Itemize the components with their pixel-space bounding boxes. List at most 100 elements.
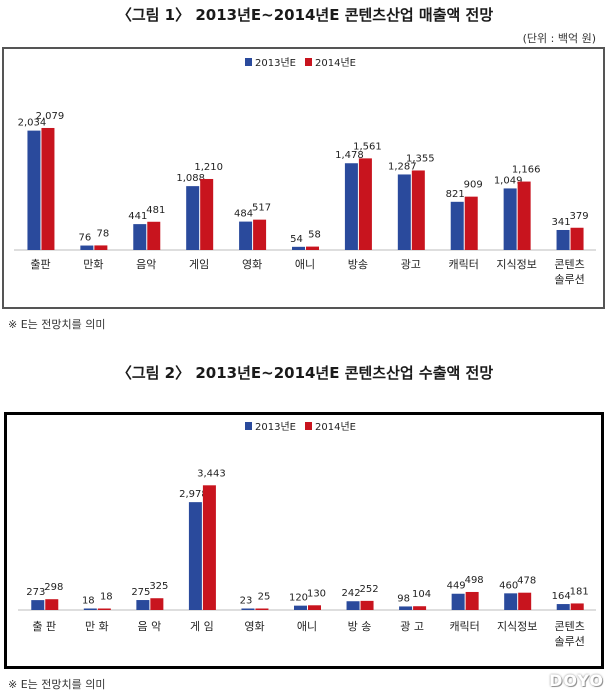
chart2-value-label-2-7: 252 (359, 584, 378, 595)
chart2-category-label-10: 지식정보 (497, 620, 537, 633)
chart2-legend-swatch-2 (305, 422, 312, 430)
chart2-bar-2-4 (202, 485, 216, 610)
chart2-category-label-2: 만 화 (85, 620, 109, 633)
chart1-bar-2-4 (200, 178, 214, 250)
chart1-bar-1-9 (450, 201, 464, 250)
chart1-value-label-1-4: 1,088 (176, 173, 205, 184)
chart1-value-label-1-5: 484 (234, 209, 253, 220)
chart2-category-label-11-2: 솔루션 (555, 635, 585, 648)
chart2-bar-2-9 (465, 591, 479, 610)
chart2-value-label-1-7: 242 (341, 588, 360, 599)
chart1-value-label-1-7: 1,478 (335, 150, 364, 161)
chart2-category-label-7: 방 송 (348, 620, 372, 633)
chart1-value-label-2-8: 1,355 (406, 153, 435, 164)
chart2-category-label-5: 영화 (244, 620, 264, 633)
chart2-bar-2-2 (97, 608, 111, 610)
chart1-legend-swatch-1 (245, 58, 252, 66)
chart2-value-label-2-9: 498 (465, 575, 484, 586)
chart1-value-label-1-1: 2,034 (18, 118, 47, 129)
chart1-bar-1-1 (27, 130, 41, 250)
chart1-bar-1-8 (397, 174, 411, 250)
chart2-bar-2-7 (360, 600, 374, 610)
chart1-bar-2-3 (147, 221, 161, 250)
chart2-value-label-2-10: 478 (517, 576, 536, 587)
chart1-category-label-1: 출판 (30, 258, 50, 271)
chart2-value-label-2-3: 325 (149, 581, 168, 592)
chart1-value-label-1-9: 821 (446, 189, 465, 200)
chart1-category-label-6: 애니 (295, 258, 315, 271)
chart1-value-label-1-11: 341 (551, 217, 570, 228)
chart1-category-label-4: 게임 (189, 258, 209, 271)
chart2-category-label-9: 캐릭터 (449, 620, 479, 633)
chart1-bar-2-8 (411, 170, 425, 250)
figure1-unit: (단위 : 백억 원) (522, 32, 596, 45)
chart1-bar-2-1 (41, 127, 55, 250)
figure1-note: ※ E는 전망치를 의미 (8, 318, 106, 331)
chart2-value-label-1-2: 18 (82, 596, 95, 607)
chart1-bar-1-10 (503, 188, 517, 250)
chart2-legend-label-1: 2013년E (255, 421, 296, 433)
chart1-value-label-2-3: 481 (146, 205, 165, 216)
chart2-value-label-2-11: 181 (570, 586, 589, 597)
chart2-bar-2-3 (150, 598, 164, 610)
chart1-value-label-1-6: 54 (290, 234, 303, 245)
chart1-legend-label-2: 2014년E (315, 57, 356, 69)
chart1-bar-2-5 (253, 219, 267, 250)
chart1-bar-1-5 (239, 221, 253, 250)
chart2-value-label-1-1: 273 (26, 587, 45, 598)
chart2-category-label-1: 출 판 (32, 620, 56, 633)
chart1-category-label-10: 지식정보 (496, 258, 536, 271)
chart1-category-label-5: 영화 (242, 258, 262, 271)
watermark-logo: DOYO (549, 671, 604, 690)
chart1-bar-1-3 (133, 224, 147, 250)
chart1-value-label-2-2: 78 (96, 228, 109, 239)
figure2-note: ※ E는 전망치를 의미 (8, 678, 106, 691)
chart1-bar-2-7 (358, 158, 372, 250)
chart1-bar-2-2 (94, 245, 108, 250)
chart2-bar-2-5 (255, 608, 269, 610)
chart2-legend-label-2: 2014년E (315, 421, 356, 433)
chart2-category-label-8: 광 고 (400, 620, 424, 633)
chart2-bar-1-10 (504, 593, 518, 610)
figure1-chart-frame (2, 47, 605, 309)
chart2-category-label-11-1: 콘텐츠 (555, 620, 585, 633)
chart2-bar-2-11 (570, 603, 584, 610)
figure1-title: 〈그림 1〉 2013년E~2014년E 콘텐츠산업 매출액 전망 (116, 6, 494, 24)
chart2-value-label-1-6: 120 (289, 593, 308, 604)
chart1-bar-1-4 (186, 186, 200, 250)
chart1-category-label-9: 캐릭터 (449, 258, 479, 271)
chart2-legend-swatch-1 (245, 422, 252, 430)
chart2-bar-1-4 (188, 502, 202, 610)
chart1-bar-2-6 (306, 246, 319, 250)
chart2-value-label-1-10: 460 (499, 580, 518, 591)
chart1-bar-2-10 (517, 181, 531, 250)
chart2-value-label-1-11: 164 (552, 591, 571, 602)
chart1-legend-label-1: 2013년E (255, 57, 296, 69)
chart1-category-label-7: 방송 (348, 258, 368, 271)
chart1-bar-1-7 (344, 163, 358, 250)
chart2-value-label-2-6: 130 (307, 588, 326, 599)
chart1-value-label-2-1: 2,079 (36, 111, 65, 122)
chart2-value-label-1-5: 23 (240, 596, 253, 607)
chart1-value-label-2-6: 58 (308, 230, 321, 241)
chart2-bar-1-9 (451, 593, 465, 610)
chart2-value-label-2-4: 3,443 (197, 468, 226, 479)
chart2-bar-1-7 (346, 601, 360, 610)
chart2-value-label-1-9: 449 (447, 581, 466, 592)
chart1-value-label-2-10: 1,166 (512, 165, 541, 176)
chart1-category-label-3: 음악 (136, 258, 156, 271)
chart1-category-label-2: 만화 (83, 258, 103, 271)
chart2-bar-2-10 (518, 592, 532, 610)
chart2-bar-1-5 (241, 608, 255, 610)
chart1-value-label-2-4: 1,210 (194, 162, 223, 173)
chart2-value-label-2-8: 104 (412, 589, 431, 600)
chart1-value-label-1-2: 76 (78, 233, 91, 244)
chart2-bar-2-8 (413, 606, 427, 610)
chart1-value-label-1-8: 1,287 (388, 161, 417, 172)
chart1-bar-1-6 (292, 246, 305, 250)
chart1-value-label-1-3: 441 (128, 211, 147, 222)
chart2-value-label-2-2: 18 (100, 592, 113, 603)
chart1-bar-1-2 (80, 245, 94, 250)
chart2-bar-1-2 (83, 608, 97, 610)
